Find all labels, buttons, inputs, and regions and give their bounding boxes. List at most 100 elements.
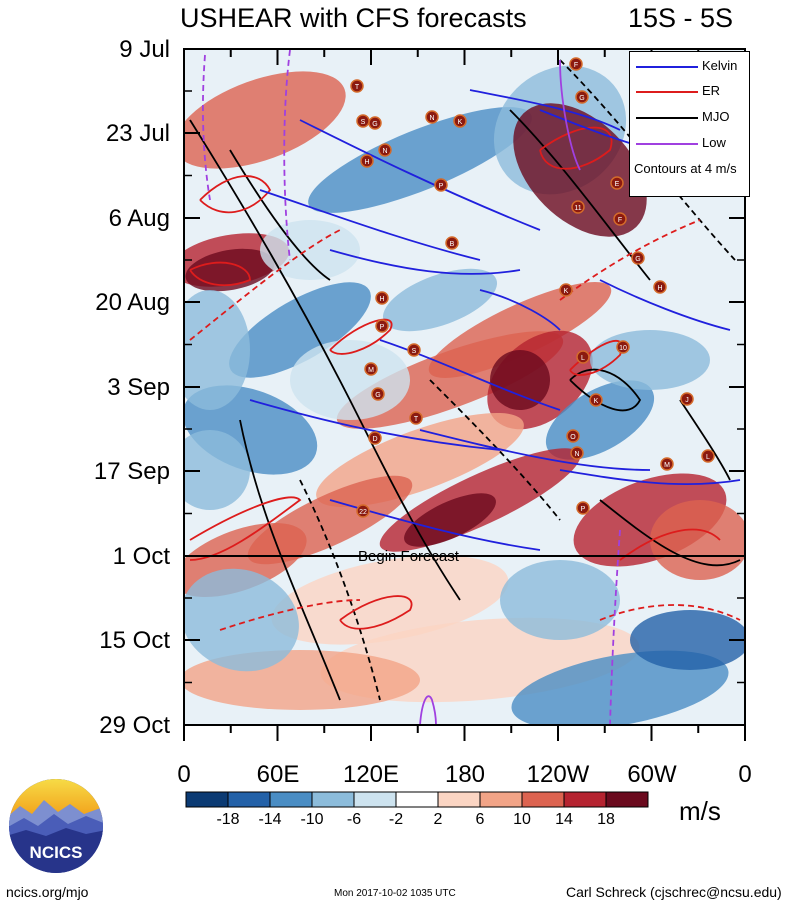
storm-icon	[445, 236, 459, 250]
colorbar-box	[521, 791, 565, 808]
kelvin-contour	[329, 249, 521, 275]
x-tick-label: 120W	[526, 761, 590, 788]
x-tick-label: 60W	[627, 761, 677, 788]
storm-marker: S	[407, 343, 421, 357]
shear-anomaly	[630, 610, 745, 670]
storm-icon	[610, 176, 624, 190]
mjo-contour	[189, 119, 461, 601]
y-tick-label: 23 Jul	[105, 120, 170, 147]
axis-ticks	[183, 48, 746, 741]
storm-label: 22	[359, 509, 367, 516]
storm-marker: O	[566, 429, 580, 443]
legend-note: Contours at 4 m/s	[634, 161, 737, 176]
storm-icon	[575, 90, 589, 104]
storm-marker: G	[371, 387, 385, 401]
storm-icon	[425, 110, 439, 124]
colorbar-label: -14	[258, 811, 282, 828]
storm-marker: F	[613, 212, 627, 226]
storm-marker: P	[375, 319, 389, 333]
colorbar-label: 6	[475, 811, 485, 828]
kelvin-contour	[249, 399, 501, 451]
storm-label: P	[380, 324, 385, 331]
storm-label: P	[581, 506, 586, 513]
storm-icon	[631, 251, 645, 265]
shear-anomaly	[511, 650, 729, 725]
storm-label: N	[574, 451, 579, 458]
legend-label: MJO	[702, 109, 730, 124]
storm-label: G	[579, 95, 584, 102]
shear-anomaly	[185, 248, 275, 292]
storm-marker: 22	[356, 504, 370, 518]
storm-label: L	[706, 454, 710, 461]
storm-marker: H	[360, 154, 374, 168]
er-contour	[569, 339, 623, 376]
colorbar-label: -18	[216, 811, 240, 828]
low-contour	[202, 54, 211, 201]
storm-label: L	[581, 355, 585, 362]
storm-label: H	[379, 296, 384, 303]
storm-marker: K	[559, 283, 573, 297]
storm-label: S	[412, 348, 417, 355]
storm-marker: D	[368, 431, 382, 445]
x-tick-label: 180	[444, 761, 486, 788]
mjo-contour	[599, 499, 741, 567]
storm-marker: T	[350, 79, 364, 93]
er-contour	[599, 604, 741, 621]
storm-label: D	[372, 436, 377, 443]
storm-icon	[434, 178, 448, 192]
storm-marker: F	[569, 57, 583, 71]
storm-icon	[571, 200, 585, 214]
storm-icon	[653, 280, 667, 294]
colorbar-label: -6	[346, 811, 362, 828]
x-tick-label: 0	[738, 761, 752, 788]
storm-icon	[453, 114, 467, 128]
storm-label: E	[615, 181, 620, 188]
storm-label: N	[382, 148, 387, 155]
x-tick-label: 0	[177, 761, 191, 788]
legend-label: Low	[702, 135, 726, 150]
storm-label: K	[594, 398, 599, 405]
y-tick-label: 29 Oct	[99, 712, 170, 739]
shear-anomaly	[184, 71, 346, 169]
legend: Kelvin ER MJO Low Contours at 4 m/s	[629, 51, 750, 197]
kelvin-contour	[299, 119, 541, 231]
er-contour	[219, 599, 361, 631]
mjo-contour	[239, 419, 341, 701]
storm-icon	[375, 291, 389, 305]
storm-marker: G	[631, 251, 645, 265]
y-tick-label: 3 Sep	[107, 374, 170, 401]
mjo-contour	[429, 379, 561, 521]
legend-item-low: Low	[634, 135, 748, 153]
er-contour	[619, 528, 721, 561]
colorbar-box	[227, 791, 271, 808]
chart-title: USHEAR with CFS forecasts	[180, 3, 527, 33]
storm-label: T	[355, 84, 360, 91]
storm-icon	[569, 57, 583, 71]
storm-icon	[360, 154, 374, 168]
er-contour	[329, 318, 393, 355]
kelvin-contour	[329, 499, 541, 551]
storm-label: 11	[574, 205, 581, 212]
shear-anomaly	[404, 493, 496, 547]
colorbar-box	[269, 791, 313, 808]
legend-item-kelvin: Kelvin	[634, 58, 748, 76]
storm-marker: L	[576, 350, 590, 364]
legend-line	[636, 91, 698, 93]
storm-label: M	[368, 367, 374, 374]
colorbar-box	[311, 791, 355, 808]
storm-marker: P	[576, 501, 590, 515]
storm-icon	[680, 392, 694, 406]
storm-icon	[364, 362, 378, 376]
storm-icon	[409, 411, 423, 425]
colorbar-box	[479, 791, 523, 808]
shear-anomaly	[382, 268, 498, 332]
y-tick-label: 6 Aug	[108, 205, 170, 232]
storm-label: K	[564, 288, 569, 295]
kelvin-contour	[559, 469, 741, 486]
kelvin-contour	[599, 279, 731, 331]
storm-marker: 10	[616, 340, 630, 354]
storm-label: G	[375, 392, 380, 399]
storm-label: P	[439, 183, 444, 190]
er-contour	[199, 175, 272, 214]
